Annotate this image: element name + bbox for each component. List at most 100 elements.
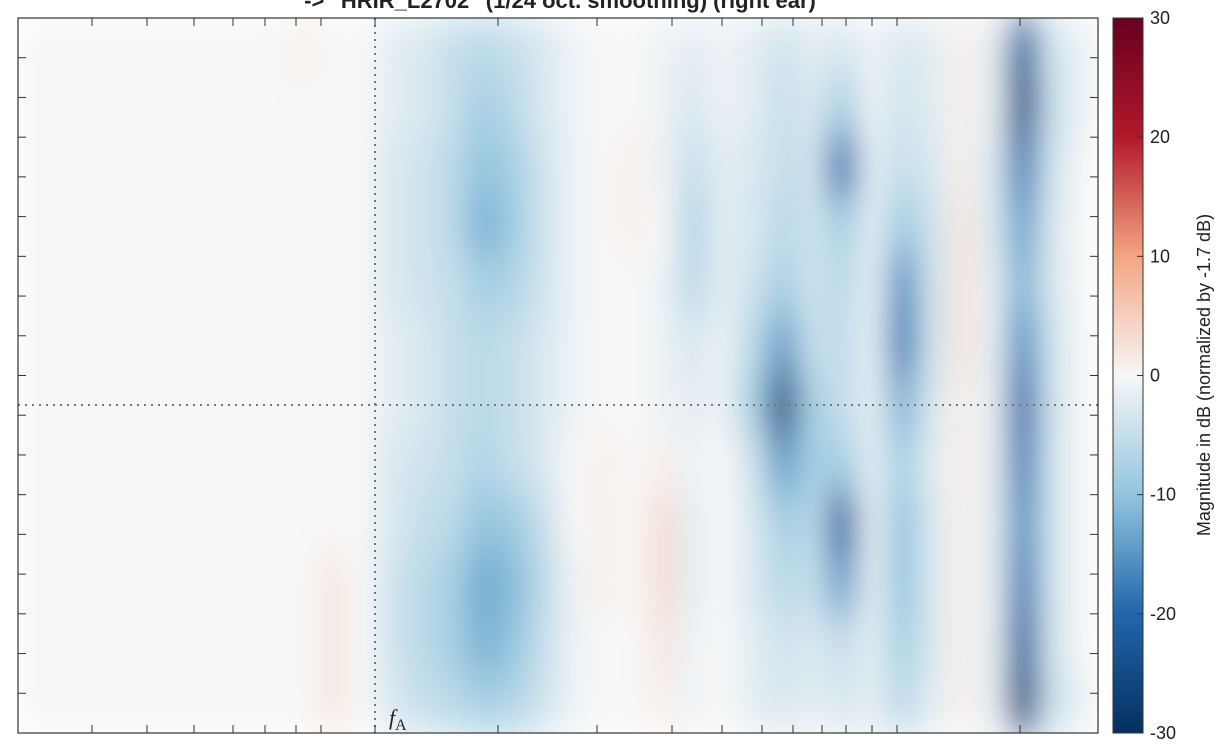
heatmap-cell (287, 434, 319, 496)
heatmap-cell (827, 672, 859, 733)
heatmap-cell (227, 18, 259, 79)
heatmap-cell (857, 672, 889, 733)
heatmap-cell (737, 136, 769, 198)
heatmap-cell (347, 18, 379, 79)
heatmap-cell (1007, 553, 1039, 615)
heatmap-cell (317, 494, 349, 555)
heatmap-cell (767, 77, 799, 138)
heatmap-cell (857, 18, 889, 79)
heatmap-cell (767, 494, 799, 555)
heatmap-cell (617, 494, 649, 555)
heatmap-cell (707, 672, 739, 733)
heatmap-cell (947, 672, 979, 733)
heatmap-cell (227, 672, 259, 733)
heatmap-cell (917, 494, 949, 555)
heatmap-cell (257, 196, 289, 257)
heatmap-cell (407, 434, 439, 496)
heatmap-cell (677, 672, 709, 733)
heatmap-cell (137, 18, 169, 79)
heatmap-cell (677, 613, 709, 674)
heatmap-cell (557, 315, 589, 376)
heatmap-cell (18, 672, 49, 733)
heatmap-cell (887, 672, 919, 733)
heatmap-cell (377, 196, 409, 257)
heatmap-cell (18, 434, 49, 496)
heatmap-cell (437, 315, 469, 376)
heatmap-cell (1037, 375, 1069, 436)
heatmap-cell (527, 613, 559, 674)
heatmap-cell (1067, 18, 1098, 79)
heatmap-cell (18, 494, 49, 555)
heatmap-cell (18, 77, 49, 138)
heatmap-cell (947, 77, 979, 138)
heatmap-cell (677, 375, 709, 436)
heatmap-cell (377, 613, 409, 674)
heatmap-cell (18, 196, 49, 257)
heatmap-cell (437, 613, 469, 674)
heatmap-cell (137, 77, 169, 138)
heatmap-cell (107, 553, 139, 615)
heatmap-cell (707, 136, 739, 198)
heatmap-cell (587, 18, 619, 79)
heatmap-cell (947, 255, 979, 317)
heatmap-cell (257, 375, 289, 436)
annotation-symbol: f (389, 705, 398, 730)
heatmap-cell (767, 553, 799, 615)
heatmap-cell (257, 613, 289, 674)
heatmap-cell (917, 613, 949, 674)
heatmap-cell (587, 255, 619, 317)
heatmap-cell (1067, 315, 1098, 376)
heatmap-cell (887, 434, 919, 496)
heatmap-cell (497, 613, 529, 674)
heatmap-cell (407, 613, 439, 674)
heatmap-cell (827, 255, 859, 317)
heatmap-cell (617, 553, 649, 615)
heatmap-cell (917, 77, 949, 138)
heatmap-cell (587, 494, 619, 555)
heatmap-cell (557, 434, 589, 496)
heatmap-cell (887, 494, 919, 555)
heatmap-cell (257, 77, 289, 138)
heatmap-cell (677, 553, 709, 615)
heatmap-cell (797, 18, 829, 79)
heatmap-cell (1007, 196, 1039, 257)
heatmap-cell (587, 136, 619, 198)
heatmap-cell (527, 255, 559, 317)
heatmap-cell (497, 196, 529, 257)
heatmap-cell (557, 553, 589, 615)
heatmap-cell (977, 553, 1009, 615)
heatmap-cell (18, 255, 49, 317)
heatmap-cell (767, 255, 799, 317)
heatmap-cell (137, 553, 169, 615)
heatmap-cell (287, 255, 319, 317)
heatmap-cell (107, 136, 139, 198)
heatmap-cell (1007, 77, 1039, 138)
heatmap-cell (347, 255, 379, 317)
heatmap-cell (977, 18, 1009, 79)
heatmap-cell (647, 136, 679, 198)
heatmap-cell (347, 494, 379, 555)
heatmap-cell (167, 136, 199, 198)
heatmap-cell (377, 18, 409, 79)
heatmap-cell (107, 77, 139, 138)
heatmap-cell (257, 315, 289, 376)
heatmap-cell (797, 136, 829, 198)
heatmap-cell (647, 315, 679, 376)
heatmap-cell (347, 672, 379, 733)
heatmap-cell (737, 315, 769, 376)
heatmap-cell (347, 136, 379, 198)
colorbar-tick-label: -10 (1150, 485, 1176, 505)
heatmap-cell (1007, 672, 1039, 733)
heatmap-cell (407, 375, 439, 436)
heatmap-cell (527, 18, 559, 79)
heatmap-cell (647, 434, 679, 496)
heatmap-cell (887, 315, 919, 376)
heatmap-cell (167, 553, 199, 615)
heatmap-cell (317, 672, 349, 733)
heatmap-cell (47, 672, 79, 733)
heatmap-cell (467, 77, 499, 138)
heatmap-cell (407, 553, 439, 615)
heatmap-cell (647, 18, 679, 79)
heatmap-cell (77, 494, 109, 555)
